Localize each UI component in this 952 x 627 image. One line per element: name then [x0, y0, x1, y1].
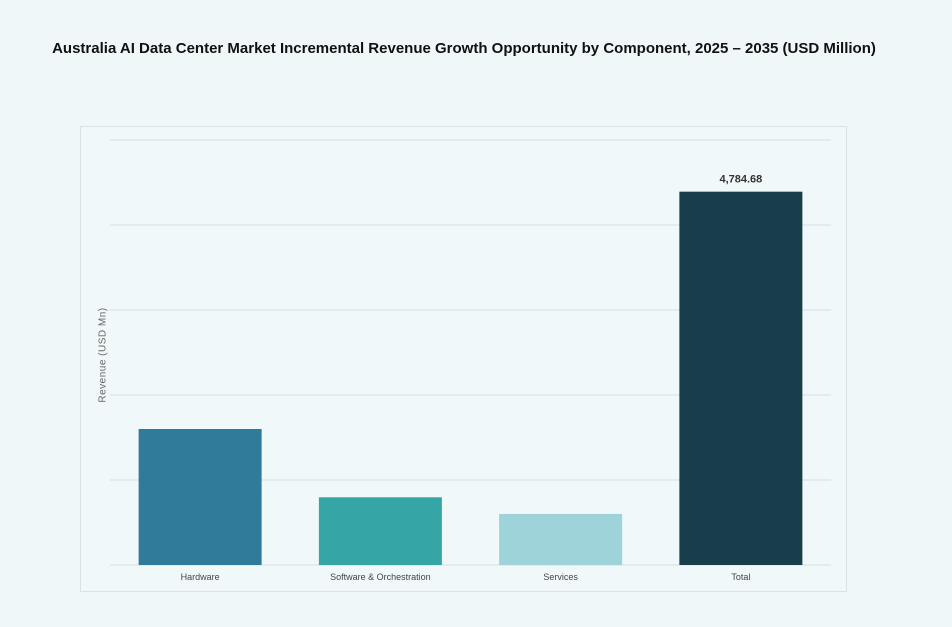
x-tick-label: Services [543, 572, 578, 582]
x-tick-label: Hardware [181, 572, 220, 582]
bar-total [679, 191, 803, 565]
bar-services [499, 513, 623, 565]
chart-title: Australia AI Data Center Market Incremen… [52, 40, 876, 57]
data-label: 4,784.68 [719, 174, 762, 186]
x-tick-label: Total [731, 572, 750, 582]
x-tick-label: Software & Orchestration [330, 572, 431, 582]
bar-hardware [138, 429, 262, 565]
bar-software-orchestration [318, 497, 442, 565]
